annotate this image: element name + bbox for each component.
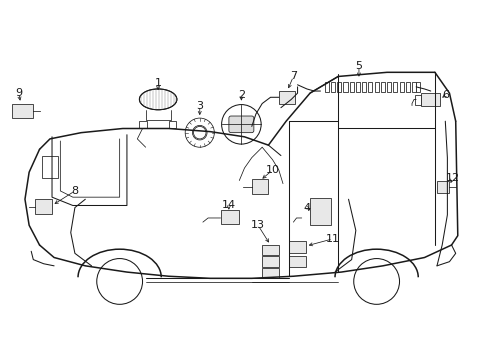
Bar <box>399 82 403 92</box>
Bar <box>355 82 359 92</box>
Bar <box>262 268 278 278</box>
Bar <box>288 241 305 253</box>
Text: 11: 11 <box>325 234 339 244</box>
Bar <box>251 180 268 194</box>
Text: 12: 12 <box>445 174 459 184</box>
Bar <box>421 93 439 105</box>
Bar <box>415 82 420 92</box>
Bar <box>330 82 334 92</box>
Text: 2: 2 <box>237 90 244 100</box>
Bar <box>309 198 330 225</box>
Bar <box>220 210 239 224</box>
Text: 9: 9 <box>15 88 22 98</box>
Text: 6: 6 <box>441 90 448 100</box>
Text: 10: 10 <box>265 165 279 175</box>
Bar <box>336 82 341 92</box>
Text: 1: 1 <box>154 78 162 88</box>
Bar <box>13 104 33 118</box>
Bar <box>35 199 52 214</box>
Text: 7: 7 <box>289 72 296 81</box>
Text: 4: 4 <box>303 203 310 212</box>
Ellipse shape <box>139 89 177 110</box>
Bar <box>324 82 328 92</box>
Bar <box>414 95 421 104</box>
Bar <box>367 82 372 92</box>
Bar <box>262 245 278 256</box>
Bar <box>288 256 305 267</box>
Bar <box>392 82 397 92</box>
FancyBboxPatch shape <box>228 116 253 133</box>
Bar <box>405 82 409 92</box>
Bar <box>278 91 295 104</box>
Bar <box>41 156 58 179</box>
Bar <box>343 82 347 92</box>
Bar <box>168 121 176 129</box>
Text: 3: 3 <box>196 100 203 111</box>
Bar <box>380 82 384 92</box>
Bar <box>349 82 353 92</box>
Bar <box>361 82 366 92</box>
Text: 14: 14 <box>222 201 236 211</box>
Text: 5: 5 <box>355 61 362 71</box>
Text: 8: 8 <box>71 186 78 196</box>
Bar <box>411 82 415 92</box>
Text: 13: 13 <box>250 220 264 230</box>
Bar <box>139 121 146 129</box>
Bar <box>386 82 390 92</box>
Bar <box>374 82 378 92</box>
Bar <box>436 180 448 193</box>
Bar <box>262 256 278 267</box>
